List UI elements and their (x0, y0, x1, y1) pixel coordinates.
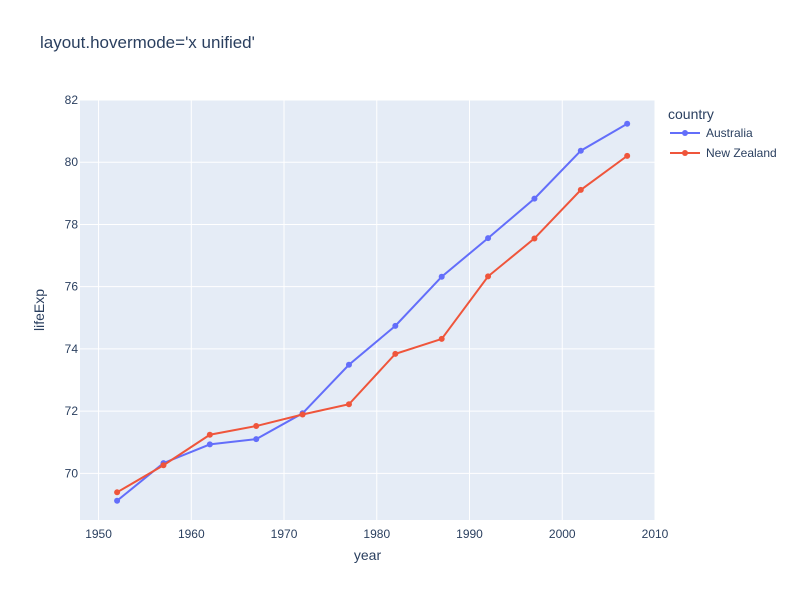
plot-area (80, 100, 655, 520)
x-axis-ticks: 1950 1960 1970 1980 1990 2000 2010 (85, 527, 668, 541)
data-point[interactable] (438, 273, 445, 280)
series-group (114, 120, 631, 504)
x-axis-title: year (354, 547, 382, 563)
data-point[interactable] (485, 273, 492, 280)
y-tick-label: 70 (65, 466, 79, 480)
data-point[interactable] (114, 489, 121, 496)
y-tick-label: 78 (65, 217, 79, 231)
data-point[interactable] (624, 120, 631, 127)
data-point[interactable] (253, 436, 260, 443)
x-tick-label: 2000 (549, 527, 576, 541)
legend-swatch-marker (682, 150, 688, 156)
legend-label: Australia (706, 126, 753, 140)
data-point[interactable] (577, 147, 584, 154)
y-tick-label: 72 (65, 404, 79, 418)
x-tick-label: 1960 (178, 527, 205, 541)
data-point[interactable] (624, 152, 631, 159)
data-point[interactable] (206, 431, 213, 438)
x-tick-label: 1980 (363, 527, 390, 541)
legend-title: country (668, 106, 714, 122)
series-new-zealand[interactable] (114, 152, 631, 496)
data-point[interactable] (531, 195, 538, 202)
data-point[interactable] (438, 335, 445, 342)
legend-item[interactable]: New Zealand (670, 146, 777, 160)
data-point[interactable] (392, 322, 399, 329)
series-line (116, 155, 628, 494)
data-point[interactable] (253, 423, 260, 430)
data-point[interactable] (299, 411, 306, 418)
data-point[interactable] (345, 361, 352, 368)
y-axis-ticks: 70 72 74 76 78 80 82 (65, 93, 79, 480)
x-tick-label: 2010 (642, 527, 669, 541)
legend-swatch-marker (682, 130, 688, 136)
y-tick-label: 74 (65, 342, 79, 356)
y-tick-label: 82 (65, 93, 79, 107)
x-tick-label: 1950 (85, 527, 112, 541)
data-point[interactable] (114, 497, 121, 504)
y-axis-title: lifeExp (31, 289, 47, 331)
legend-item[interactable]: Australia (670, 126, 753, 140)
data-point[interactable] (531, 235, 538, 242)
data-point[interactable] (485, 235, 492, 242)
data-point[interactable] (160, 462, 167, 469)
legend-label: New Zealand (706, 146, 777, 160)
y-tick-label: 80 (65, 155, 79, 169)
data-point[interactable] (392, 350, 399, 357)
data-point[interactable] (206, 441, 213, 448)
data-point[interactable] (577, 186, 584, 193)
x-tick-label: 1970 (271, 527, 298, 541)
chart-title: layout.hovermode='x unified' (40, 33, 255, 52)
grid-lines (80, 99, 656, 520)
y-tick-label: 76 (65, 280, 79, 294)
data-point[interactable] (345, 401, 352, 408)
legend[interactable]: country Australia New Zealand (668, 106, 777, 160)
x-tick-label: 1990 (456, 527, 483, 541)
series-line (116, 122, 628, 502)
